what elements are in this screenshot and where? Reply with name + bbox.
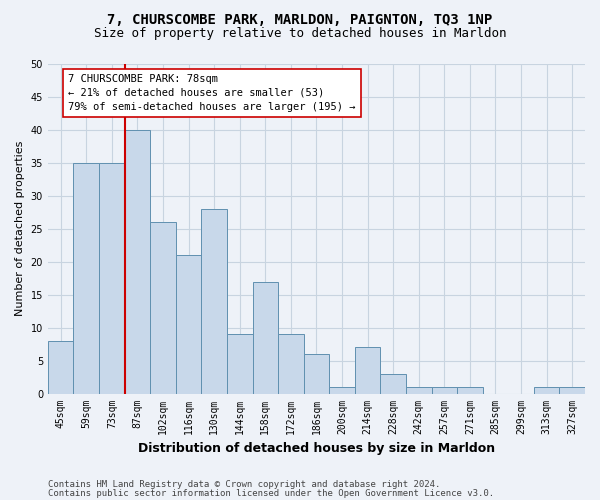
- Bar: [380, 374, 406, 394]
- Bar: [125, 130, 150, 394]
- Bar: [99, 163, 125, 394]
- Bar: [534, 387, 559, 394]
- Bar: [150, 222, 176, 394]
- Bar: [329, 387, 355, 394]
- Bar: [559, 387, 585, 394]
- X-axis label: Distribution of detached houses by size in Marldon: Distribution of detached houses by size …: [138, 442, 495, 455]
- Text: 7 CHURSCOMBE PARK: 78sqm
← 21% of detached houses are smaller (53)
79% of semi-d: 7 CHURSCOMBE PARK: 78sqm ← 21% of detach…: [68, 74, 355, 112]
- Bar: [355, 348, 380, 394]
- Bar: [227, 334, 253, 394]
- Bar: [253, 282, 278, 394]
- Bar: [278, 334, 304, 394]
- Text: Size of property relative to detached houses in Marldon: Size of property relative to detached ho…: [94, 28, 506, 40]
- Bar: [48, 341, 73, 394]
- Bar: [457, 387, 482, 394]
- Bar: [176, 255, 202, 394]
- Bar: [73, 163, 99, 394]
- Text: 7, CHURSCOMBE PARK, MARLDON, PAIGNTON, TQ3 1NP: 7, CHURSCOMBE PARK, MARLDON, PAIGNTON, T…: [107, 12, 493, 26]
- Bar: [202, 209, 227, 394]
- Text: Contains HM Land Registry data © Crown copyright and database right 2024.: Contains HM Land Registry data © Crown c…: [48, 480, 440, 489]
- Text: Contains public sector information licensed under the Open Government Licence v3: Contains public sector information licen…: [48, 488, 494, 498]
- Bar: [406, 387, 431, 394]
- Bar: [304, 354, 329, 394]
- Y-axis label: Number of detached properties: Number of detached properties: [15, 141, 25, 316]
- Bar: [431, 387, 457, 394]
